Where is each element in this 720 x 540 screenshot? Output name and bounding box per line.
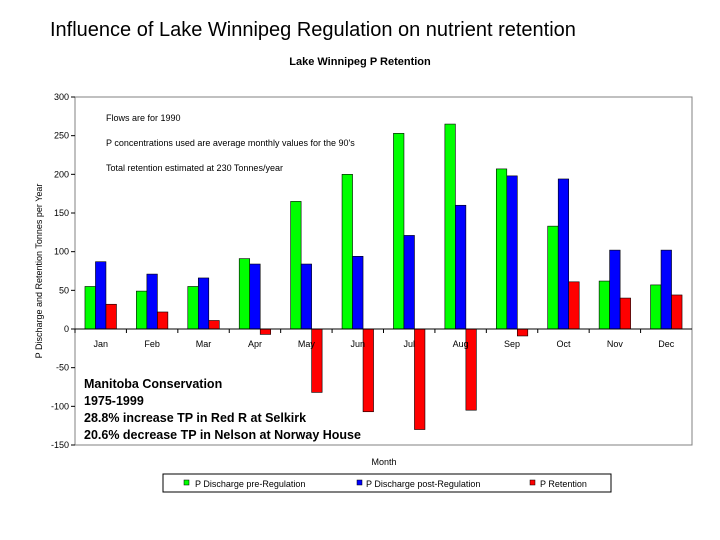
bar-post-regulation-oct xyxy=(557,178,570,330)
bar-pre-regulation-sep xyxy=(495,168,508,330)
annotation-concentrations: P concentrations used are average monthl… xyxy=(106,138,355,148)
y-tick-label: 200 xyxy=(54,169,69,179)
y-tick-label: 100 xyxy=(54,247,69,257)
bar-post-regulation-mar xyxy=(197,277,210,330)
bar-post-regulation-jan xyxy=(95,261,107,330)
legend-swatch-retention xyxy=(529,479,536,486)
chart-title: Lake Winnipeg P Retention xyxy=(289,56,431,68)
y-axis-ticks: 300 250 200 150 100 50 0 -50 -100 -150 xyxy=(51,92,75,450)
conservation-line-1: Manitoba Conservation xyxy=(84,377,222,391)
bar-pre-regulation-apr xyxy=(238,258,251,330)
conservation-line-4: 20.6% decrease TP in Nelson at Norway Ho… xyxy=(84,428,361,442)
bar-retention-apr xyxy=(259,328,272,335)
bar-post-regulation-dec xyxy=(660,249,672,330)
x-tick-label-apr: Apr xyxy=(248,339,262,349)
legend-swatch-pre-regulation xyxy=(183,479,190,486)
x-tick-label-jun: Jun xyxy=(351,339,366,349)
legend-label-retention: P Retention xyxy=(540,479,587,489)
bar-post-regulation-feb xyxy=(146,273,158,330)
bar-pre-regulation-may xyxy=(290,201,302,330)
bar-retention-dec xyxy=(671,294,683,330)
x-tick-label-jan: Jan xyxy=(93,339,108,349)
bar-retention-oct xyxy=(568,281,580,330)
bar-post-regulation-may xyxy=(300,263,312,330)
x-tick-label-mar: Mar xyxy=(196,339,212,349)
x-axis-tick-labels: Jan Feb Mar Apr May Jun Jul Aug Sep Oct Nov Dec xyxy=(74,329,675,349)
bar-pre-regulation-jan xyxy=(84,286,96,330)
slide-title: Influence of Lake Winnipeg Regulation on… xyxy=(50,19,576,41)
bar-pre-regulation-mar xyxy=(187,286,199,330)
bar-pre-regulation-jun xyxy=(341,174,353,330)
bar-pre-regulation-dec xyxy=(650,284,662,330)
bar-post-regulation-apr xyxy=(249,263,261,330)
bar-pre-regulation-jul xyxy=(393,133,405,330)
bar-post-regulation-nov xyxy=(609,249,621,330)
bar-post-regulation-jun xyxy=(352,256,364,330)
legend: P Discharge pre-Regulation P Discharge p… xyxy=(162,473,612,493)
bar-post-regulation-jul xyxy=(403,235,415,330)
y-tick-label: 50 xyxy=(59,285,69,295)
plot-area xyxy=(74,96,693,446)
y-tick-label: 250 xyxy=(54,131,69,141)
legend-label-post-regulation: P Discharge post-Regulation xyxy=(366,479,480,489)
annotation-total-retention: Total retention estimated at 230 Tonnes/… xyxy=(106,163,283,173)
bar-retention-jan xyxy=(105,303,117,330)
legend-swatch-post-regulation xyxy=(356,479,363,486)
x-tick-label-nov: Nov xyxy=(607,339,624,349)
bar-post-regulation-sep xyxy=(506,175,518,330)
y-tick-label: 0 xyxy=(64,324,69,334)
conservation-line-3: 28.8% increase TP in Red R at Selkirk xyxy=(84,411,306,425)
x-tick-label-jul: Jul xyxy=(403,339,415,349)
y-tick-label: -100 xyxy=(51,401,69,411)
x-tick-label-feb: Feb xyxy=(144,339,160,349)
x-tick-label-dec: Dec xyxy=(658,339,675,349)
bar-post-regulation-aug xyxy=(455,204,467,330)
x-tick-label-may: May xyxy=(298,339,316,349)
bar-retention-sep xyxy=(516,328,529,337)
y-tick-label: -150 xyxy=(51,440,69,450)
y-tick-label: 300 xyxy=(54,92,69,102)
bar-retention-mar xyxy=(208,320,220,330)
y-tick-label: 150 xyxy=(54,208,69,218)
x-tick-label-oct: Oct xyxy=(556,339,571,349)
bar-retention-feb xyxy=(157,311,169,330)
bar-pre-regulation-aug xyxy=(444,123,456,330)
x-tick-label-aug: Aug xyxy=(453,339,469,349)
bars xyxy=(84,123,683,430)
bar-pre-regulation-feb xyxy=(136,290,148,330)
y-axis-label: P Discharge and Retention Tonnes per Yea… xyxy=(34,184,44,359)
x-axis-label: Month xyxy=(371,457,396,467)
annotation-flows: Flows are for 1990 xyxy=(106,113,181,123)
conservation-line-2: 1975-1999 xyxy=(84,394,144,408)
legend-box xyxy=(162,473,612,493)
x-tick-label-sep: Sep xyxy=(504,339,520,349)
bar-pre-regulation-nov xyxy=(598,280,610,330)
bar-retention-nov xyxy=(619,297,631,330)
legend-label-pre-regulation: P Discharge pre-Regulation xyxy=(195,479,305,489)
bar-pre-regulation-oct xyxy=(547,225,559,330)
bar-retention-jul xyxy=(414,328,426,430)
y-tick-label: -50 xyxy=(56,363,69,373)
